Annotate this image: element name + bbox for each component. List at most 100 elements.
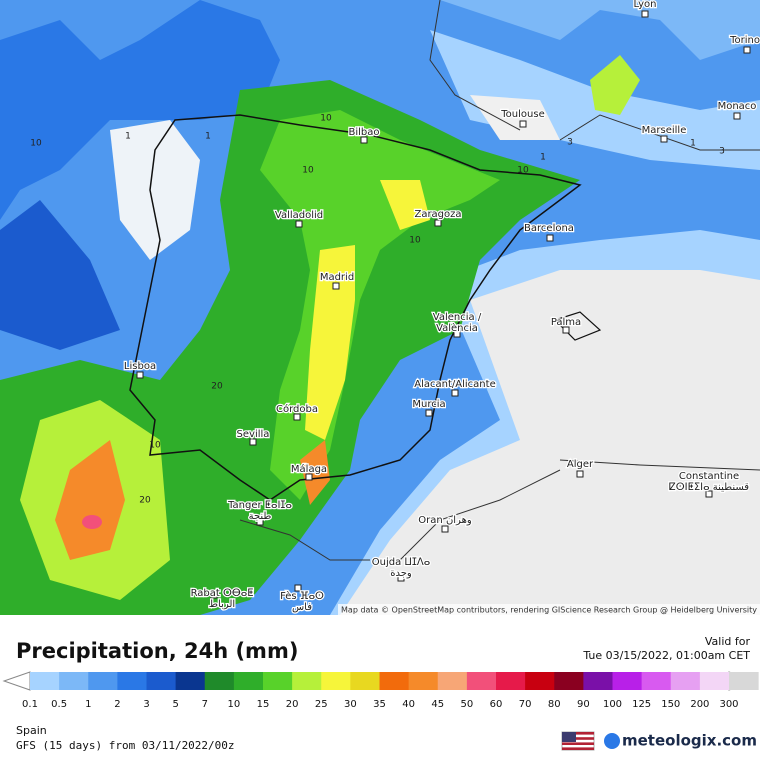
city-marker xyxy=(136,371,144,379)
legend-swatch xyxy=(321,672,351,690)
legend-swatch xyxy=(729,672,759,690)
city-label: Oran وهران xyxy=(418,515,472,526)
model-run: GFS (15 days) from 03/11/2022/00z xyxy=(16,739,235,752)
precip-area xyxy=(0,0,280,220)
legend-label: 100 xyxy=(603,699,622,710)
legend-label: 80 xyxy=(548,699,561,710)
city-label: ⵇⵙⵏⵟⵉⵏⴰ قسنطينة xyxy=(669,482,749,493)
city-marker xyxy=(397,574,405,582)
precip-area xyxy=(380,180,430,230)
legend-label: 3 xyxy=(143,699,149,710)
brand[interactable]: meteologix.com xyxy=(622,732,757,750)
legend-swatch xyxy=(350,672,380,690)
legend-label: 60 xyxy=(490,699,503,710)
city-marker xyxy=(305,473,313,481)
legend-swatch xyxy=(88,672,118,690)
legend-label: 7 xyxy=(202,699,208,710)
city-label: الرباط xyxy=(209,599,235,610)
legend-label: 200 xyxy=(690,699,709,710)
city-marker xyxy=(295,220,303,228)
city-marker xyxy=(434,219,442,227)
legend-swatch xyxy=(496,672,526,690)
city-label: فاس xyxy=(292,602,312,613)
legend-swatch xyxy=(59,672,89,690)
contour-label: 3 xyxy=(567,138,573,148)
legend-swatch xyxy=(699,672,730,690)
city-marker xyxy=(519,120,527,128)
city-label: Alacant/Alicante xyxy=(414,379,495,390)
precip-area xyxy=(82,515,102,529)
coastline xyxy=(429,0,760,151)
legend-label: 90 xyxy=(577,699,590,710)
legend-swatch xyxy=(30,672,60,690)
city-marker xyxy=(256,518,264,526)
valid-time: Tue 03/15/2022, 01:00am CET xyxy=(582,649,750,662)
legend-label: 125 xyxy=(632,699,651,710)
city-label: Sevilla xyxy=(237,429,270,440)
legend-label: 0.5 xyxy=(51,699,67,710)
legend-swatch xyxy=(292,672,322,690)
city-marker xyxy=(441,525,449,533)
legend-label: 15 xyxy=(257,699,270,710)
legend-swatch xyxy=(233,672,264,690)
legend-swatch xyxy=(204,672,235,690)
region: Spain xyxy=(16,724,47,737)
legend-swatch xyxy=(583,672,613,690)
city-marker xyxy=(249,438,257,446)
coastline xyxy=(129,114,582,501)
contour-label: 1 xyxy=(540,153,546,163)
dry-area xyxy=(470,95,560,140)
legend-label: 40 xyxy=(402,699,415,710)
city-label: وجدة xyxy=(390,568,412,579)
city-marker xyxy=(576,470,584,478)
legend-label: 5 xyxy=(172,699,178,710)
legend-label: 20 xyxy=(286,699,299,710)
city-marker xyxy=(293,413,301,421)
attribution: Map data © OpenStreetMap contributors, r… xyxy=(341,606,757,615)
legend-swatch xyxy=(554,672,584,690)
city-marker xyxy=(294,584,302,592)
flag xyxy=(561,731,595,751)
legend-label: 10 xyxy=(228,699,241,710)
contour-label: 20 xyxy=(139,496,151,506)
city-label: Palma xyxy=(551,317,581,328)
precip-area xyxy=(590,55,640,115)
legend-swatch xyxy=(379,672,410,690)
contour-label: 1 xyxy=(125,132,131,142)
city-label: Valladolid xyxy=(275,210,323,221)
city-marker xyxy=(210,591,218,599)
dry-area xyxy=(110,120,200,260)
city-marker xyxy=(743,46,751,54)
legend-swatch xyxy=(641,672,672,690)
contour-label: 10 xyxy=(30,139,42,149)
city-marker xyxy=(705,490,713,498)
precip-area xyxy=(300,440,330,505)
contour-label: 20 xyxy=(211,382,223,392)
city-marker xyxy=(660,135,668,143)
city-marker xyxy=(641,10,649,18)
city-marker xyxy=(451,389,459,397)
legend-swatch xyxy=(146,672,177,690)
attribution-bg xyxy=(338,604,760,615)
brand-logo xyxy=(604,733,620,749)
legend-arrow xyxy=(2,671,31,691)
city-label: Toulouse xyxy=(500,109,544,120)
precip-area xyxy=(0,0,760,60)
legend-swatch xyxy=(466,672,497,690)
city-label: Málaga xyxy=(291,463,327,475)
city-marker xyxy=(360,136,368,144)
city-label: Alger xyxy=(567,459,594,470)
legend-label: 45 xyxy=(431,699,444,710)
contour-label: 1 xyxy=(205,132,211,142)
contour-label: 3 xyxy=(719,147,725,157)
legend-swatch xyxy=(670,672,701,690)
city-label: Murcia xyxy=(412,399,445,410)
city-label: Zaragoza xyxy=(414,209,461,220)
city-marker xyxy=(332,282,340,290)
contour-label: 10 xyxy=(409,236,421,246)
legend-swatch xyxy=(408,672,439,690)
contour-label: 1 xyxy=(690,139,696,149)
city-marker xyxy=(453,330,461,338)
contour-label: 10 xyxy=(149,441,161,451)
